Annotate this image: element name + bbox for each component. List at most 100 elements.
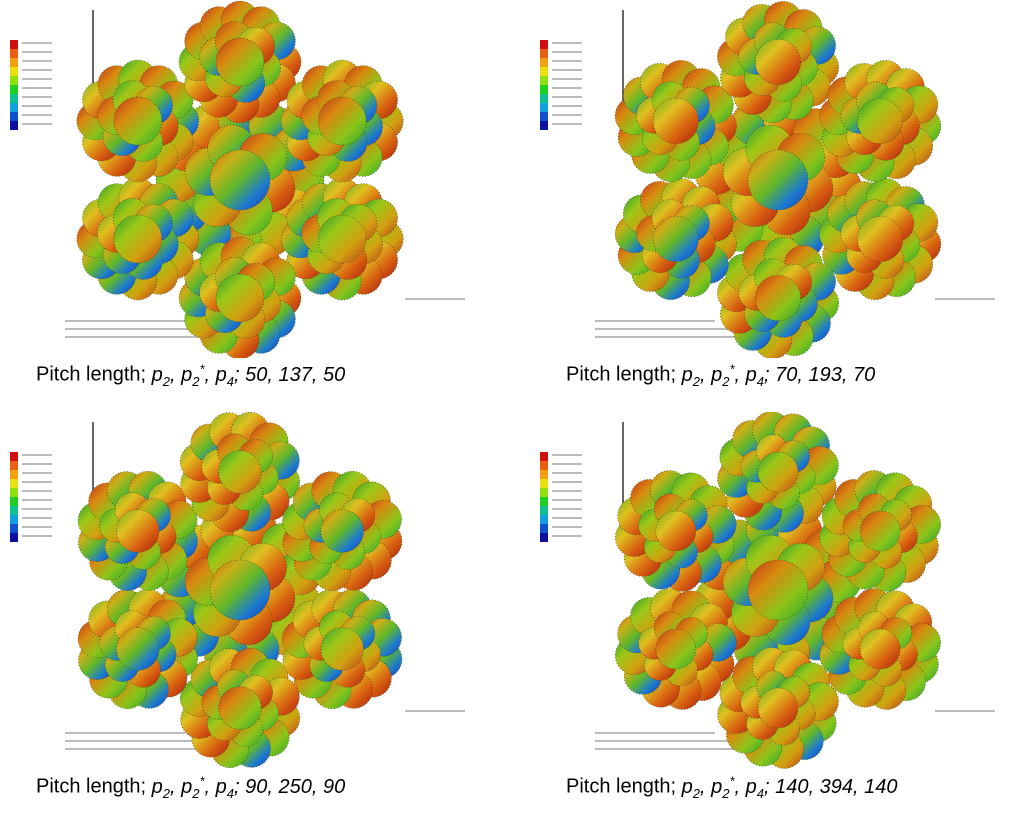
info-text-stub [65,732,185,734]
legend-swatch [540,479,548,488]
simulation-image [530,0,1034,358]
legend-text-stub [552,499,582,501]
symbol: p [711,364,722,386]
legend-text-stub [22,463,52,465]
legend-swatch [540,515,548,524]
legend-swatch [540,452,548,461]
panel: Pitch length; p2, p2*, p4; 140, 394, 140 [530,412,1034,818]
caption-values: 70, 193, 70 [775,364,875,386]
info-text-stub [405,710,465,712]
legend-text-stub [552,508,582,510]
strand [858,98,903,143]
strand [748,560,808,620]
caption: Pitch length; p2, p2*, p4; 140, 394, 140 [566,773,898,801]
separator: , [700,776,706,798]
symbol-sub: 2 [693,374,700,389]
legend-text-stub [22,526,52,528]
caption-label: Pitch length; [566,776,676,798]
figure: Pitch length; p2, p2*, p4; 50, 137, 50Pi… [0,0,1034,812]
legend-text-stub [552,78,582,80]
legend-swatch [540,121,548,130]
strand [860,511,900,551]
caption-params: p2, p2*, p4; 90, 250, 90 [152,776,346,798]
caption: Pitch length; p2, p2*, p4; 70, 193, 70 [566,361,875,389]
legend-swatch [540,76,548,85]
legend-swatch [10,497,18,506]
symbol: p [682,364,693,386]
caption: Pitch length; p2, p2*, p4; 50, 137, 50 [36,361,345,389]
strand [656,629,696,669]
legend-swatch [10,461,18,470]
legend-swatch [10,67,18,76]
legend-text-stub [22,114,52,116]
legend-swatch [10,479,18,488]
strand [656,511,696,551]
legend-text-stub [552,490,582,492]
legend-swatch [540,58,548,67]
legend-text-stub [552,454,582,456]
symbol: p [181,364,192,386]
separator: , [735,776,741,798]
panel: Pitch length; p2, p2*, p4; 90, 250, 90 [0,412,517,818]
strand [116,510,159,553]
legend-swatch [10,515,18,524]
legend-swatch [540,85,548,94]
info-text-stub [595,740,735,742]
legend-text-stub [22,105,52,107]
symbol-sub: 2 [163,374,170,389]
strand [219,687,262,730]
caption-label: Pitch length; [36,364,146,386]
legend-text-stub [552,463,582,465]
legend-swatch [10,524,18,533]
simulation-image [0,0,517,358]
legend-swatch [540,488,548,497]
strand [321,510,364,553]
legend-text-stub [552,114,582,116]
caption-values: 50, 137, 50 [245,364,345,386]
legend-swatch [10,58,18,67]
strand [216,274,264,322]
strand [114,215,162,263]
separator: ; [234,776,240,798]
panel: Pitch length; p2, p2*, p4; 50, 137, 50 [0,0,517,406]
strand [210,150,270,210]
legend-text-stub [22,78,52,80]
legend-swatch [540,49,548,58]
symbol-sub: 2 [163,786,170,801]
strand [321,628,364,671]
caption: Pitch length; p2, p2*, p4; 90, 250, 90 [36,773,345,801]
legend-text-stub [552,526,582,528]
info-text-stub [65,320,185,322]
strand [755,39,800,84]
legend-swatch [540,67,548,76]
legend-swatch [540,533,548,542]
legend-text-stub [22,499,52,501]
caption-label: Pitch length; [36,776,146,798]
legend-text-stub [552,69,582,71]
strand [758,688,798,728]
legend-swatch [540,524,548,533]
legend-text-stub [552,123,582,125]
legend-swatch [10,488,18,497]
legend-swatch [10,103,18,112]
strand [216,38,264,86]
symbol: p [152,776,163,798]
caption-values: 90, 250, 90 [245,776,345,798]
legend-text-stub [552,60,582,62]
symbol-sub: 4 [227,786,234,801]
legend-text-stub [22,123,52,125]
legend-text-stub [22,60,52,62]
legend-text-stub [22,69,52,71]
info-text-stub [935,710,995,712]
info-text-stub [595,732,715,734]
legend-text-stub [552,105,582,107]
legend-text-stub [22,454,52,456]
legend-swatch [10,470,18,479]
legend-text-stub [22,517,52,519]
info-text-stub [65,328,205,330]
simulation-image [530,412,1034,770]
symbol: p [152,364,163,386]
strand [318,215,366,263]
caption-values: 140, 394, 140 [775,776,897,798]
legend-text-stub [22,490,52,492]
